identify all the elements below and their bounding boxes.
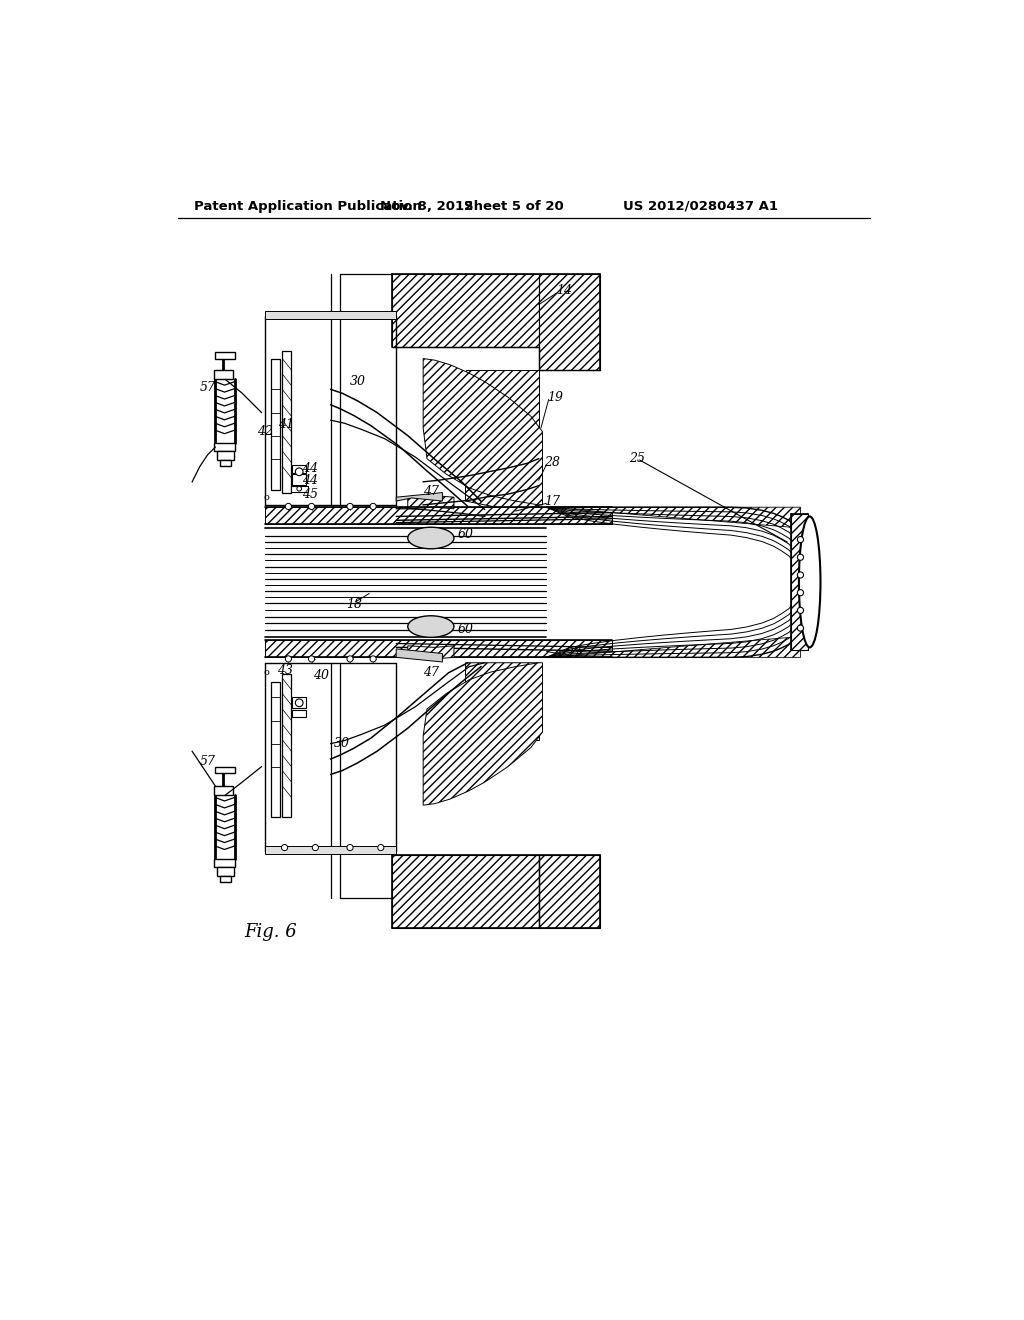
Polygon shape (215, 352, 234, 359)
Text: US 2012/0280437 A1: US 2012/0280437 A1 (623, 199, 778, 213)
Circle shape (378, 845, 384, 850)
Polygon shape (466, 370, 539, 447)
Circle shape (308, 503, 314, 510)
Circle shape (347, 503, 353, 510)
Polygon shape (547, 507, 801, 528)
Polygon shape (214, 444, 234, 451)
Text: 17: 17 (545, 495, 560, 508)
Text: Sheet 5 of 20: Sheet 5 of 20 (464, 199, 564, 213)
Text: 47: 47 (423, 667, 439, 680)
Ellipse shape (408, 616, 454, 638)
Polygon shape (396, 649, 442, 663)
Text: 25: 25 (629, 453, 645, 465)
Circle shape (798, 572, 804, 578)
Polygon shape (214, 859, 234, 867)
Text: 41: 41 (279, 417, 294, 430)
Text: Fig. 6: Fig. 6 (245, 923, 297, 941)
Polygon shape (265, 552, 547, 556)
Circle shape (347, 656, 353, 663)
Circle shape (282, 845, 288, 850)
Polygon shape (214, 370, 233, 379)
Text: 57: 57 (200, 755, 216, 768)
Text: 30: 30 (334, 737, 350, 750)
Text: 40: 40 (312, 669, 329, 682)
Circle shape (286, 503, 292, 510)
Polygon shape (292, 465, 306, 473)
Polygon shape (220, 876, 230, 882)
Circle shape (295, 469, 303, 475)
Ellipse shape (799, 516, 820, 647)
Polygon shape (265, 548, 547, 552)
Polygon shape (265, 533, 547, 537)
Circle shape (308, 656, 314, 663)
Circle shape (286, 656, 292, 663)
Polygon shape (217, 867, 233, 876)
Polygon shape (466, 663, 539, 739)
Polygon shape (270, 682, 280, 817)
Text: 60: 60 (458, 623, 473, 636)
Polygon shape (265, 507, 611, 524)
Circle shape (798, 590, 804, 595)
Text: 18: 18 (346, 598, 361, 611)
Circle shape (798, 554, 804, 561)
Circle shape (798, 607, 804, 614)
Circle shape (370, 503, 376, 510)
Text: o: o (264, 668, 269, 677)
Text: 43: 43 (276, 664, 293, 677)
Polygon shape (466, 663, 539, 739)
Text: 14: 14 (556, 284, 572, 297)
Polygon shape (423, 663, 543, 805)
Text: o: o (264, 492, 269, 502)
Text: 42: 42 (257, 425, 273, 438)
Polygon shape (547, 636, 801, 657)
Circle shape (295, 700, 303, 706)
Text: 30: 30 (350, 375, 366, 388)
Polygon shape (265, 640, 611, 657)
Polygon shape (220, 461, 230, 466)
Polygon shape (792, 515, 808, 651)
Polygon shape (283, 351, 292, 494)
Polygon shape (292, 710, 306, 718)
Text: 47: 47 (423, 484, 439, 498)
Circle shape (312, 845, 318, 850)
Circle shape (798, 626, 804, 631)
Polygon shape (292, 697, 306, 708)
Polygon shape (392, 855, 539, 928)
Text: Patent Application Publication: Patent Application Publication (194, 199, 422, 213)
Text: Nov. 8, 2012: Nov. 8, 2012 (380, 199, 474, 213)
Polygon shape (265, 312, 396, 318)
Text: 19: 19 (548, 391, 563, 404)
Polygon shape (283, 675, 292, 817)
Polygon shape (292, 474, 306, 484)
Polygon shape (408, 645, 454, 659)
Text: 44: 44 (302, 474, 318, 487)
Circle shape (297, 487, 301, 491)
Polygon shape (265, 529, 547, 533)
Polygon shape (539, 275, 600, 370)
Polygon shape (408, 496, 454, 508)
Text: 44: 44 (302, 462, 318, 475)
Polygon shape (214, 785, 233, 795)
Circle shape (798, 536, 804, 543)
Polygon shape (396, 492, 442, 502)
Polygon shape (291, 486, 307, 492)
Polygon shape (217, 451, 233, 461)
Text: 57: 57 (200, 381, 216, 395)
Polygon shape (265, 539, 547, 543)
Polygon shape (392, 275, 539, 347)
Ellipse shape (408, 527, 454, 549)
Circle shape (370, 656, 376, 663)
Polygon shape (466, 447, 539, 512)
Polygon shape (265, 846, 396, 854)
Polygon shape (270, 359, 280, 490)
Polygon shape (215, 767, 234, 774)
Text: 28: 28 (545, 455, 560, 469)
Text: 60: 60 (458, 528, 473, 541)
Polygon shape (265, 543, 547, 546)
Text: 45: 45 (302, 488, 318, 502)
Text: 27: 27 (565, 647, 582, 660)
Circle shape (347, 845, 353, 850)
Polygon shape (423, 359, 543, 506)
Polygon shape (539, 855, 600, 928)
